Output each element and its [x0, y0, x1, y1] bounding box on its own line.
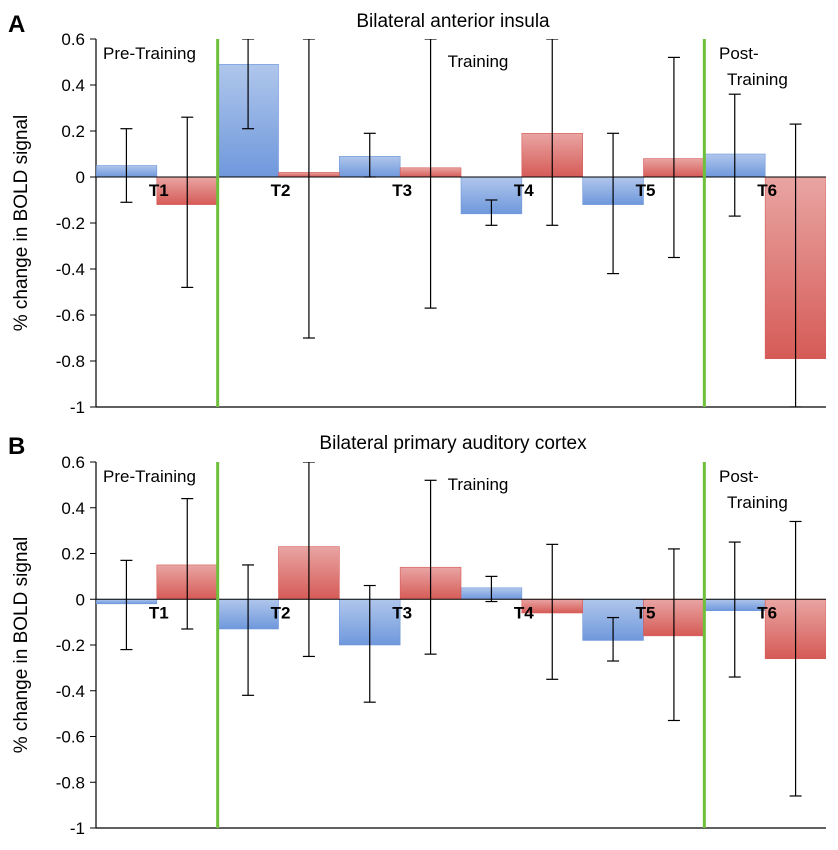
phase-label-pre-training: Pre-Training [103, 467, 196, 486]
category-label: T1 [149, 603, 169, 622]
category-label: T3 [392, 603, 412, 622]
phase-label-post-training: Training [727, 493, 788, 512]
panel-label: B [8, 433, 25, 460]
phase-label-training: Training [448, 475, 509, 494]
chart-panel-a: A Bilateral anterior insula % change in BO… [8, 11, 826, 417]
chart-title: Bilateral anterior insula [356, 11, 550, 32]
category-label: T2 [271, 603, 291, 622]
category-label: T4 [514, 603, 534, 622]
y-tick-label: -1 [70, 819, 85, 838]
chart-panel-b: B Bilateral primary auditory cortex % chan… [0, 425, 838, 850]
phase-label-training: Training [448, 52, 509, 71]
category-label: T6 [757, 181, 777, 200]
category-label: T1 [149, 181, 169, 200]
bars-group [96, 64, 826, 359]
y-tick-label: -0.2 [56, 636, 85, 655]
y-tick-label: -0.6 [56, 306, 85, 325]
y-tick-label: 0 [76, 168, 85, 187]
y-tick-label: 0.2 [61, 122, 85, 141]
y-tick-label: 0.6 [61, 30, 85, 49]
chart-svg-a: A Bilateral anterior insula % change in BO… [8, 11, 826, 417]
phase-label-post: Post- [719, 467, 759, 486]
y-tick-label: 0.6 [61, 453, 85, 472]
category-label: T3 [392, 181, 412, 200]
category-label: T5 [636, 603, 656, 622]
error-bars-group [120, 462, 802, 797]
error-bars-group [120, 39, 802, 407]
chart-title: Bilateral primary auditory cortex [319, 433, 587, 454]
y-tick-label: 0.4 [61, 76, 85, 95]
y-tick-label: -1 [70, 398, 85, 417]
y-axis-label: % change in BOLD signal [11, 537, 32, 754]
panel-label: A [8, 11, 25, 38]
category-label: T5 [636, 181, 656, 200]
y-tick-label: 0 [76, 590, 85, 609]
phase-label-post-training: Training [727, 70, 788, 89]
y-tick-label: 0.4 [61, 499, 85, 518]
y-axis-label: % change in BOLD signal [11, 115, 32, 332]
category-label: T4 [514, 181, 534, 200]
y-tick-label: -0.2 [56, 214, 85, 233]
y-tick-label: -0.6 [56, 728, 85, 747]
phase-label-post: Post- [719, 44, 759, 63]
y-tick-label: -0.4 [56, 682, 85, 701]
y-tick-label: -0.8 [56, 773, 85, 792]
y-tick-label: -0.8 [56, 352, 85, 371]
y-tick-label: -0.4 [56, 260, 85, 279]
category-label: T2 [271, 181, 291, 200]
category-label: T6 [757, 603, 777, 622]
chart-svg-b: B Bilateral primary auditory cortex % chan… [8, 433, 826, 838]
bars-group [96, 546, 826, 660]
phase-label-pre-training: Pre-Training [103, 44, 196, 63]
y-tick-label: 0.2 [61, 545, 85, 564]
